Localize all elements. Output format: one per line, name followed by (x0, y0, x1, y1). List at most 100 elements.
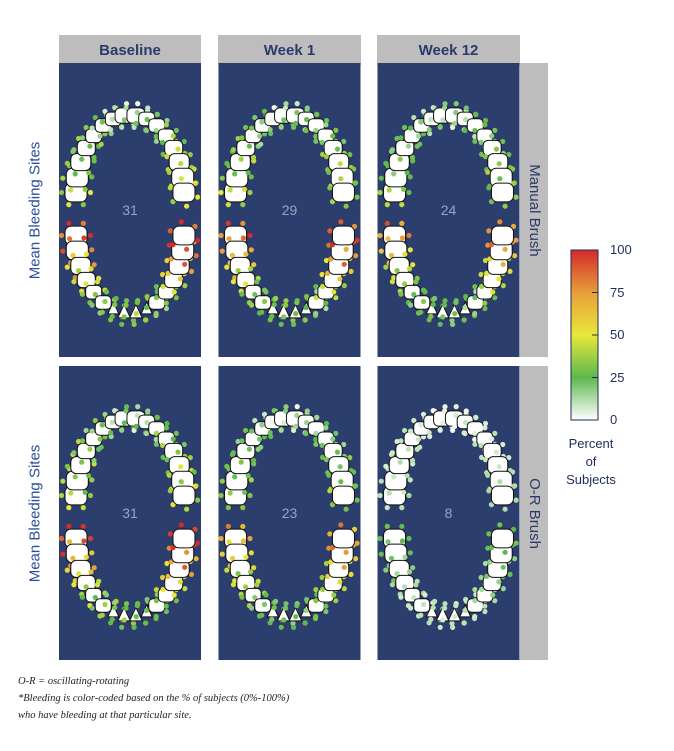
bleeding-site-dot (70, 555, 76, 561)
bleeding-site-dot (144, 596, 150, 603)
bleeding-site-dot (167, 228, 173, 234)
bleeding-site-dot (420, 411, 427, 417)
bleeding-site-dot (154, 414, 160, 421)
bleeding-site-dot (123, 298, 130, 304)
bleeding-site-dot (131, 427, 137, 433)
bleeding-site-dot (87, 143, 93, 149)
bleeding-site-dot (248, 174, 254, 180)
bleeding-site-dot (489, 133, 495, 139)
bleeding-site-dot (408, 605, 414, 611)
bleeding-site-dot (323, 420, 330, 427)
bleeding-site-dot (240, 538, 246, 544)
lower-arch (218, 522, 360, 630)
bleeding-site-dot (440, 314, 446, 320)
bleeding-site-dot (258, 141, 264, 147)
bleeding-site-dot (232, 171, 238, 177)
bleeding-site-dot (343, 203, 349, 209)
bleeding-site-dot (261, 108, 268, 114)
bleeding-site-dot (383, 160, 389, 166)
lower-arch (377, 522, 519, 630)
bleeding-site-dot (252, 417, 258, 424)
bleeding-site-dot (338, 219, 344, 225)
bleeding-site-dot (413, 582, 419, 588)
bleeding-site-dot (313, 127, 319, 133)
bleeding-site-dot (229, 252, 236, 258)
bleeding-site-dot (252, 594, 258, 601)
bleeding-site-dot (225, 505, 231, 511)
bleeding-site-dot (391, 171, 397, 177)
bleeding-site-dot (278, 124, 284, 130)
bleeding-site-dot (399, 523, 405, 529)
bleeding-site-dot (247, 232, 253, 239)
bleeding-site-dot (482, 300, 488, 306)
bleeding-site-dot (303, 127, 309, 134)
bleeding-site-dot (173, 430, 179, 436)
bleeding-site-dot (388, 252, 395, 258)
bleeding-site-dot (513, 237, 519, 243)
bleeding-site-dot (192, 483, 198, 489)
bleeding-site-dot (472, 133, 478, 140)
bleeding-site-dot (160, 151, 166, 157)
bleeding-site-dot (389, 147, 395, 153)
bleeding-site-dot (330, 133, 336, 139)
bleeding-site-dot (331, 592, 337, 598)
bleeding-site-dot (442, 302, 448, 308)
bleeding-site-dot (153, 295, 159, 301)
bleeding-site-dot (188, 571, 195, 577)
bleeding-site-dot (108, 127, 114, 133)
bleeding-site-dot (97, 436, 103, 442)
colorbar (570, 249, 599, 421)
bleeding-site-dot (165, 573, 171, 579)
bleeding-site-dot (394, 571, 400, 577)
bleeding-site-dot (225, 523, 231, 529)
bleeding-site-dot (398, 438, 404, 444)
bleeding-site-dot (256, 436, 263, 442)
bleeding-site-dot (153, 430, 159, 436)
bleeding-site-dot (323, 457, 330, 463)
bleeding-site-dot (109, 419, 115, 425)
bleeding-site-dot (406, 569, 413, 575)
bleeding-site-dot (408, 302, 414, 308)
upper-arch (218, 404, 360, 512)
bleeding-site-dot (218, 232, 224, 239)
bleeding-site-dot (313, 430, 319, 436)
bleeding-site-dot (313, 138, 319, 144)
bleeding-site-dot (383, 463, 389, 469)
bleeding-site-dot (351, 223, 358, 229)
bleeding-site-dot (178, 176, 184, 182)
bleeding-site-dot (87, 535, 94, 542)
bleeding-site-dot (164, 117, 170, 124)
column-header-week1: Week 1 (218, 35, 361, 65)
bleeding-site-dot (271, 408, 277, 414)
bleeding-site-dot (453, 300, 459, 306)
bleeding-site-dot (313, 613, 319, 620)
bleeding-site-dot (268, 433, 274, 440)
bleeding-site-dot (384, 523, 390, 529)
bleeding-site-dot (507, 268, 513, 274)
bleeding-site-dot (348, 571, 354, 577)
bleeding-site-dot (182, 586, 188, 592)
bleeding-site-dot (478, 139, 484, 145)
bleeding-site-dot (453, 404, 459, 410)
bleeding-site-dot (386, 490, 392, 496)
bleeding-site-dot (320, 586, 326, 593)
tooth (388, 456, 410, 475)
bleeding-site-dot (134, 603, 140, 609)
bleeding-site-dot (402, 554, 408, 560)
bleeding-site-dot (394, 268, 400, 274)
bleeding-site-dot (91, 457, 97, 463)
bleeding-site-dot (145, 105, 151, 111)
bleeding-site-dot (482, 257, 489, 264)
bleeding-site-dot (378, 478, 384, 484)
lower-arch (218, 219, 360, 327)
bleeding-site-dot (442, 601, 448, 607)
bleeding-site-dot (410, 565, 416, 571)
bleeding-site-dot (506, 152, 512, 158)
bleeding-site-dot (178, 219, 184, 225)
bleeding-site-dot (170, 436, 176, 442)
bleeding-site-dot (384, 202, 390, 208)
bleeding-site-dot (92, 114, 98, 121)
bleeding-site-dot (66, 236, 73, 242)
bleeding-site-dot (341, 283, 347, 289)
bleeding-site-dot (160, 139, 166, 145)
